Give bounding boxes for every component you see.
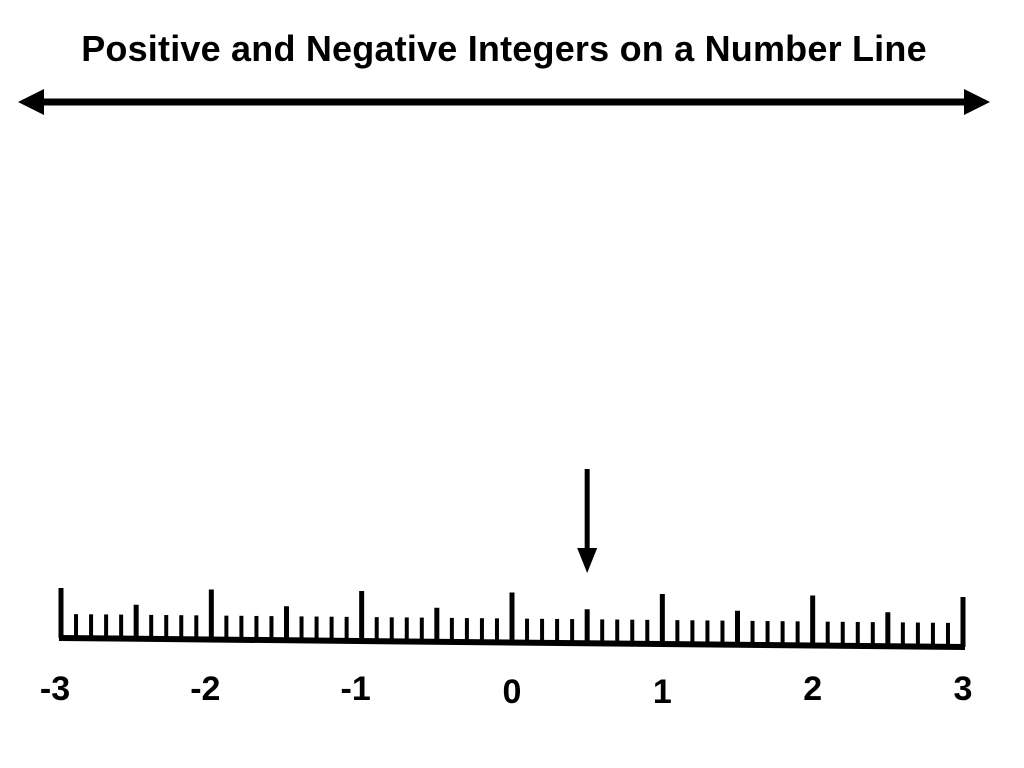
- double-arrow-left-head: [18, 89, 44, 115]
- tick-label: 2: [803, 670, 822, 708]
- tick-label: 1: [653, 673, 672, 711]
- down-arrow-icon: [577, 469, 598, 573]
- marker-arrow-head: [577, 548, 598, 573]
- tick-label: -3: [40, 670, 70, 708]
- page-title: Positive and Negative Integers on a Numb…: [81, 28, 927, 69]
- double-arrow-right-head: [964, 89, 990, 115]
- double-headed-arrow-icon: [18, 89, 990, 115]
- tick-label: 0: [503, 673, 522, 711]
- number-line-labels: -3 -2 -1 0 1 2 3: [40, 670, 973, 711]
- tick-label: -2: [190, 670, 220, 708]
- number-line-ticks: [58, 588, 966, 647]
- tick-label: 3: [954, 670, 973, 708]
- tick-label: -1: [341, 670, 371, 708]
